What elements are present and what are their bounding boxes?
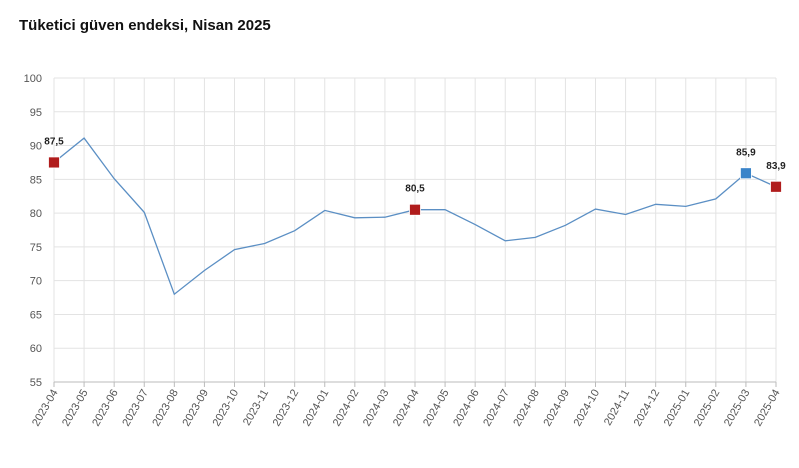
y-tick-label: 95 bbox=[30, 107, 42, 119]
grid-lines bbox=[53, 77, 777, 383]
x-tick-label: 2025-02 bbox=[692, 388, 723, 429]
x-tick-label: 2024-08 bbox=[511, 388, 542, 429]
data-label: 80,5 bbox=[405, 184, 425, 195]
x-tick-label: 2025-01 bbox=[662, 388, 693, 429]
x-tick-label: 2023-08 bbox=[150, 388, 181, 429]
x-tick-label: 2023-10 bbox=[211, 388, 242, 429]
highlight-marker bbox=[770, 180, 782, 193]
x-tick-label: 2024-04 bbox=[391, 388, 422, 429]
x-tick-label: 2024-06 bbox=[451, 387, 482, 428]
x-tick-label: 2025-04 bbox=[752, 388, 783, 429]
x-tick-label: 2023-05 bbox=[60, 388, 91, 429]
highlight-marker bbox=[740, 167, 752, 180]
x-tick-label: 2023-06 bbox=[90, 388, 121, 429]
x-tick-label: 2023-07 bbox=[120, 388, 151, 429]
x-axis-ticks: 2023-04 2023-05 2023-06 2023-07 2023-08 2023-… bbox=[30, 382, 783, 428]
y-tick-label: 100 bbox=[24, 73, 42, 85]
y-tick-label: 70 bbox=[30, 276, 42, 288]
highlight-marker bbox=[48, 156, 60, 169]
x-tick-label: 2023-12 bbox=[271, 388, 302, 429]
y-tick-label: 80 bbox=[30, 208, 42, 220]
y-tick-label: 65 bbox=[30, 309, 42, 321]
x-tick-label: 2024-12 bbox=[632, 388, 663, 429]
y-tick-label: 55 bbox=[30, 377, 42, 389]
data-label: 87,5 bbox=[44, 136, 64, 147]
x-tick-label: 2024-11 bbox=[602, 388, 632, 428]
x-tick-label: 2024-02 bbox=[331, 388, 362, 429]
y-tick-label: 85 bbox=[30, 174, 42, 186]
x-tick-label: 2023-11 bbox=[241, 388, 271, 428]
highlight-markers: 87,5 80,5 85,9 83,9 bbox=[44, 136, 786, 216]
x-tick-label: 2024-03 bbox=[361, 388, 392, 429]
x-tick-label: 2024-09 bbox=[541, 388, 572, 429]
y-tick-label: 75 bbox=[30, 242, 42, 254]
data-label: 83,9 bbox=[766, 161, 786, 172]
x-tick-label: 2023-09 bbox=[180, 388, 211, 429]
y-axis-ticks: 55 60 65 70 75 80 85 90 95 100 bbox=[24, 73, 42, 389]
chart-title: Tüketici güven endeksi, Nisan 2025 bbox=[19, 17, 271, 34]
y-tick-label: 90 bbox=[30, 141, 42, 153]
x-tick-label: 2024-07 bbox=[481, 388, 512, 429]
x-tick-label: 2025-03 bbox=[722, 388, 753, 429]
highlight-marker bbox=[409, 203, 421, 216]
x-tick-label: 2023-04 bbox=[30, 388, 61, 429]
x-tick-label: 2024-10 bbox=[572, 388, 603, 429]
x-tick-label: 2024-01 bbox=[301, 388, 332, 429]
data-label: 85,9 bbox=[736, 147, 756, 158]
y-tick-label: 60 bbox=[30, 343, 42, 355]
x-tick-label: 2024-05 bbox=[421, 388, 452, 429]
